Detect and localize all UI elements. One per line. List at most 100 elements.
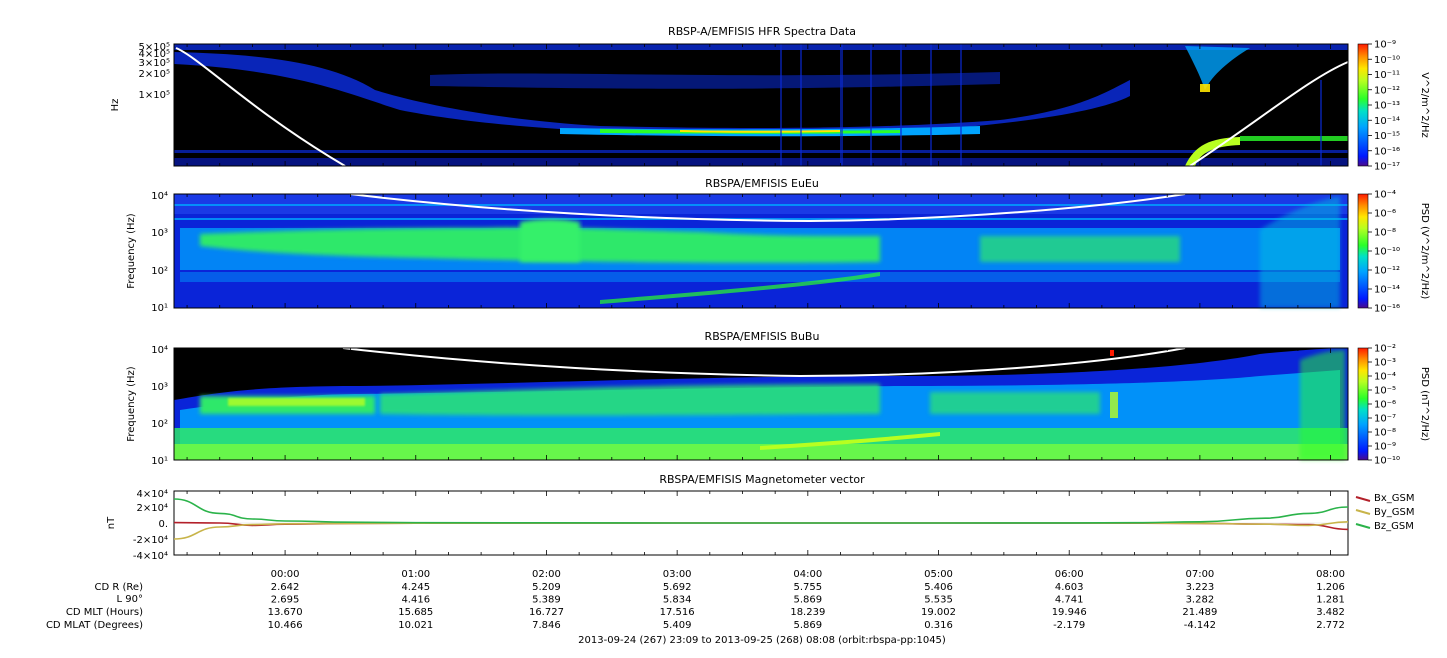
hfr-y-ticks: 1×10⁵ 2×10⁵ 3×10⁵ 4×10⁵ 5×10⁵ [139,42,170,101]
bubu-ytick: 10⁴ [151,345,168,356]
legend-bz-label: Bz_GSM [1374,521,1414,532]
mag-ytick: -2×10⁴ [133,535,168,546]
legend-bz-swatch [1355,523,1371,529]
ephem-value: -2.179 [1053,620,1085,631]
eueu-ytick: 10³ [151,228,168,239]
mag-ytick: 0. [158,519,168,530]
x-tick-label: 05:00 [924,569,953,580]
colorbar-tick-label: 10⁻⁸ [1374,228,1396,239]
hfr-panel: RBSP-A/EMFISIS HFR Spectra Data [110,25,1430,173]
mag-y-ticks: -4×10⁴ -2×10⁴ 0. 2×10⁴ 4×10⁴ [133,489,168,562]
legend-bx-label: Bx_GSM [1374,493,1415,504]
x-tick-label: 08:00 [1316,569,1345,580]
legend-bx-swatch [1355,496,1371,502]
eueu-colorbar [1357,193,1369,309]
hfr-gyro-line-left [175,47,346,167]
mag-line-bz_gsm [173,498,1349,524]
ephem-value: 5.692 [663,582,692,593]
ephem-value: 5.869 [794,595,823,606]
x-tick-label: 07:00 [1185,569,1214,580]
ephem-value: 5.869 [794,620,823,631]
ephem-value: 3.482 [1316,607,1345,618]
hfr-colorbar [1357,43,1369,167]
ephem-value: 2.772 [1316,620,1345,631]
colorbar-tick-label: 10⁻² [1374,344,1396,355]
colorbar-tick-label: 10⁻¹⁴ [1374,116,1400,127]
colorbar-tick-label: 10⁻³ [1374,358,1396,369]
ephem-value: 4.603 [1055,582,1084,593]
mag-ytick: -4×10⁴ [133,551,168,562]
hfr-colorbar-label: V^2/m^2/Hz [1419,72,1430,138]
eueu-gyro-line [349,193,1186,223]
ephem-value: 4.416 [401,595,430,606]
ephem-value: 10.466 [268,620,303,631]
ephem-label-l: L 90° [117,594,143,605]
ephem-value: 3.282 [1186,595,1215,606]
colorbar-tick-label: 10⁻⁵ [1374,386,1396,397]
ephem-value: 2.642 [271,582,300,593]
colorbar-tick-label: 10⁻⁹ [1374,442,1396,453]
colorbar-tick-label: 10⁻¹³ [1374,101,1400,112]
ephem-label-mlt: CD MLT (Hours) [66,607,143,618]
hfr-gyro-line-right [1189,61,1349,167]
eueu-colorbar-ticks: 10⁻¹⁶ 10⁻¹⁴ 10⁻¹² 10⁻¹⁰ 10⁻⁸ 10⁻⁶ 10⁻⁴ [1368,190,1400,315]
ephem-value: 15.685 [398,607,433,618]
legend-by-swatch [1355,509,1371,515]
bubu-ytick: 10³ [151,382,168,393]
ephem-value: 2.695 [271,595,300,606]
x-tick-label: 02:00 [532,569,561,580]
colorbar-tick-label: 10⁻¹⁰ [1374,456,1400,467]
ephem-value: 10.021 [398,620,433,631]
eueu-colorbar-label: PSD (V^2/m^2/Hz) [1419,203,1430,300]
ephem-value: 16.727 [529,607,564,618]
x-tick-label: 01:00 [401,569,430,580]
ephem-value: 7.846 [532,620,561,631]
bubu-ylabel: Frequency (Hz) [126,366,137,442]
bubu-colorbar-ticks: 10⁻¹⁰ 10⁻⁹ 10⁻⁸ 10⁻⁷ 10⁻⁶ 10⁻⁵ 10⁻⁴ 10⁻³ 10⁻² [1368,344,1400,467]
ephem-value: 1.281 [1316,595,1345,606]
x-tick-label: 04:00 [793,569,822,580]
hfr-ytick: 5×10⁵ [139,42,170,53]
x-tick-label: 00:00 [271,569,300,580]
colorbar-tick-label: 10⁻¹⁵ [1374,131,1400,142]
ephem-value: 19.002 [921,607,956,618]
colorbar-tick-label: 10⁻⁹ [1374,40,1396,51]
ephem-value: 3.223 [1186,582,1215,593]
ephem-value: 5.834 [663,595,692,606]
colorbar-tick-label: 10⁻⁶ [1374,400,1396,411]
ephem-value: 19.946 [1052,607,1087,618]
colorbar-tick-label: 10⁻¹⁴ [1374,285,1400,296]
eueu-ylabel: Frequency (Hz) [126,213,137,289]
mag-ytick: 4×10⁴ [137,489,168,500]
hfr-plot-area [174,44,1348,166]
colorbar-tick-label: 10⁻¹⁷ [1374,162,1400,173]
bubu-panel: RBSPA/EMFISIS BuBu 10¹ 10² 10³ 10⁴ Frequ… [126,330,1430,467]
colorbar-tick-label: 10⁻¹² [1374,266,1400,277]
bubu-colorbar [1357,347,1369,461]
ephemeris-table: CD R (Re) L 90° CD MLT (Hours) CD MLAT (… [46,569,1345,631]
colorbar-tick-label: 10⁻¹¹ [1374,70,1400,81]
time-range-footer: 2013-09-24 (267) 23:09 to 2013-09-25 (26… [578,635,946,646]
ephem-label-mlat: CD MLAT (Degrees) [46,620,143,631]
mag-ytick: 2×10⁴ [137,503,168,514]
ephem-value: 5.755 [794,582,823,593]
colorbar-tick-label: 10⁻⁸ [1374,428,1396,439]
bubu-ytick: 10¹ [151,456,168,467]
ephem-value: 5.209 [532,582,561,593]
ephem-value: 21.489 [1182,607,1217,618]
ephem-value: 0.316 [924,620,953,631]
eueu-ytick: 10⁴ [151,191,168,202]
x-tick-label: 06:00 [1055,569,1084,580]
hfr-title: RBSP-A/EMFISIS HFR Spectra Data [668,25,856,38]
ephem-value: -4.142 [1184,620,1216,631]
mag-panel: RBSPA/EMFISIS Magnetometer vector -4×10⁴… [106,473,1415,562]
eueu-y-ticks: 10¹ 10² 10³ 10⁴ [151,191,168,314]
bubu-spectrogram [174,348,1348,460]
hfr-ytick: 2×10⁵ [139,69,170,80]
ephem-value: 4.245 [401,582,430,593]
ephem-value: 5.409 [663,620,692,631]
ephem-value: 13.670 [268,607,303,618]
ephem-value: 1.206 [1316,582,1345,593]
ephem-label-r: CD R (Re) [95,582,144,593]
